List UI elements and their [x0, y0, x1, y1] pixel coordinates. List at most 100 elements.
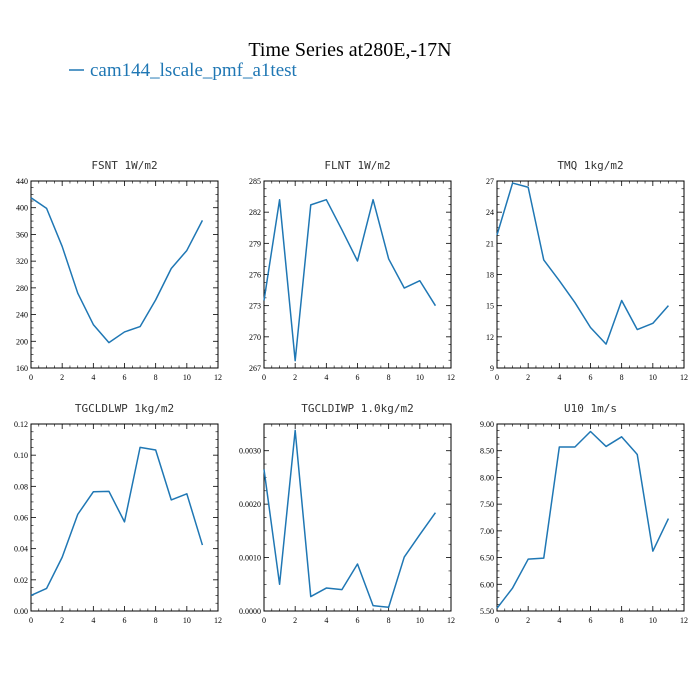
y-tick-label: 0.0010 [239, 554, 261, 563]
x-tick-label: 2 [526, 616, 530, 625]
x-tick-label: 10 [649, 616, 657, 625]
x-tick-label: 10 [416, 373, 424, 382]
y-tick-label: 320 [16, 257, 28, 266]
x-tick-label: 8 [154, 616, 158, 625]
x-tick-label: 2 [60, 616, 64, 625]
x-tick-label: 6 [589, 373, 593, 382]
y-tick-label: 200 [16, 337, 28, 346]
x-tick-label: 4 [91, 373, 95, 382]
chart-panel: TGCLDIWP 1.0kg/m2 0 2 4 6 8 10 12 0.0000 0.0010 0.… [239, 402, 455, 625]
x-tick-label: 12 [447, 373, 455, 382]
chart-panel: TGCLDLWP 1kg/m2 0 2 4 6 8 10 12 0.00 0.02 0.04 0.06… [14, 402, 222, 625]
y-tick-label: 0.02 [14, 576, 28, 585]
y-tick-label: 5.50 [480, 607, 494, 616]
panel-title: FSNT 1W/m2 [91, 159, 157, 172]
x-tick-label: 0 [495, 616, 499, 625]
chart-panel: FLNT 1W/m2 0 2 4 6 8 10 12 267 270 273 276 279 282 285 [249, 159, 455, 382]
x-tick-label: 4 [324, 616, 328, 625]
plot-frame [263, 180, 452, 369]
x-tick-label: 2 [526, 373, 530, 382]
series-line [263, 429, 437, 609]
legend-label: cam144_lscale_pmf_a1test [90, 60, 298, 81]
y-tick-label: 400 [16, 204, 28, 213]
chart-panel: U10 1m/s 0 2 4 6 8 10 12 5.50 6.00 6.50 7.00 7.50 8.0… [480, 402, 688, 625]
y-tick-label: 0.06 [14, 514, 28, 523]
series-line [30, 197, 204, 344]
x-tick-label: 8 [620, 616, 624, 625]
series-line [496, 182, 669, 345]
y-tick-label: 0.04 [14, 545, 28, 554]
x-tick-label: 10 [416, 616, 424, 625]
y-tick-label: 0.00 [14, 607, 28, 616]
x-tick-label: 4 [324, 373, 328, 382]
x-tick-label: 12 [680, 616, 688, 625]
x-tick-label: 0 [495, 373, 499, 382]
y-tick-label: 9 [490, 364, 494, 373]
y-tick-label: 27 [486, 177, 494, 186]
x-tick-label: 4 [91, 616, 95, 625]
x-tick-label: 12 [447, 616, 455, 625]
x-tick-label: 12 [214, 373, 222, 382]
x-tick-label: 6 [356, 373, 360, 382]
y-tick-label: 360 [16, 230, 28, 239]
x-tick-label: 2 [60, 373, 64, 382]
y-tick-label: 8.50 [480, 447, 494, 456]
x-tick-label: 10 [649, 373, 657, 382]
y-tick-label: 0.0020 [239, 500, 261, 509]
x-tick-label: 4 [557, 616, 561, 625]
series-line [496, 430, 670, 609]
y-tick-label: 160 [16, 364, 28, 373]
panel-title: FLNT 1W/m2 [324, 159, 390, 172]
y-tick-label: 7.50 [480, 500, 494, 509]
y-tick-label: 8.00 [480, 473, 494, 482]
panel-title: TGCLDIWP 1.0kg/m2 [301, 402, 414, 415]
y-tick-label: 15 [486, 302, 494, 311]
panel-title: TMQ 1kg/m2 [557, 159, 623, 172]
y-tick-label: 267 [249, 364, 261, 373]
y-tick-label: 276 [249, 271, 261, 280]
x-tick-label: 2 [293, 616, 297, 625]
x-tick-label: 8 [620, 373, 624, 382]
y-tick-label: 279 [249, 239, 261, 248]
plot-frame [30, 180, 219, 369]
y-tick-label: 440 [16, 177, 28, 186]
y-tick-label: 280 [16, 284, 28, 293]
y-tick-label: 9.00 [480, 420, 494, 429]
x-tick-label: 4 [557, 373, 561, 382]
y-tick-label: 12 [486, 333, 494, 342]
panel-title: TGCLDLWP 1kg/m2 [75, 402, 174, 415]
y-tick-label: 6.00 [480, 580, 494, 589]
x-tick-label: 6 [589, 616, 593, 625]
panel-title: U10 1m/s [564, 402, 617, 415]
y-tick-label: 273 [249, 302, 261, 311]
plot-frame [496, 423, 685, 612]
chart-panel: FSNT 1W/m2 0 2 4 6 8 10 12 160 200 240 280 320 360 400… [16, 159, 222, 382]
y-tick-label: 0.12 [14, 420, 28, 429]
x-tick-label: 0 [29, 373, 33, 382]
x-tick-label: 10 [183, 616, 191, 625]
x-tick-label: 12 [214, 616, 222, 625]
plot-frame [30, 423, 219, 612]
x-tick-label: 6 [123, 616, 127, 625]
y-tick-label: 240 [16, 311, 28, 320]
plot-frame [496, 180, 685, 369]
y-tick-label: 282 [249, 208, 261, 217]
y-tick-label: 270 [249, 333, 261, 342]
x-tick-label: 8 [154, 373, 158, 382]
x-tick-label: 6 [123, 373, 127, 382]
x-tick-label: 8 [387, 616, 391, 625]
x-tick-label: 0 [29, 616, 33, 625]
y-tick-label: 0.0000 [239, 607, 261, 616]
x-tick-label: 2 [293, 373, 297, 382]
plot-frame [263, 423, 452, 612]
y-tick-label: 0.0030 [239, 447, 261, 456]
y-tick-label: 285 [249, 177, 261, 186]
x-tick-label: 10 [183, 373, 191, 382]
x-tick-label: 0 [262, 616, 266, 625]
series-line [263, 198, 437, 362]
y-tick-label: 21 [486, 239, 494, 248]
y-tick-label: 24 [486, 208, 494, 217]
y-tick-label: 7.00 [480, 527, 494, 536]
